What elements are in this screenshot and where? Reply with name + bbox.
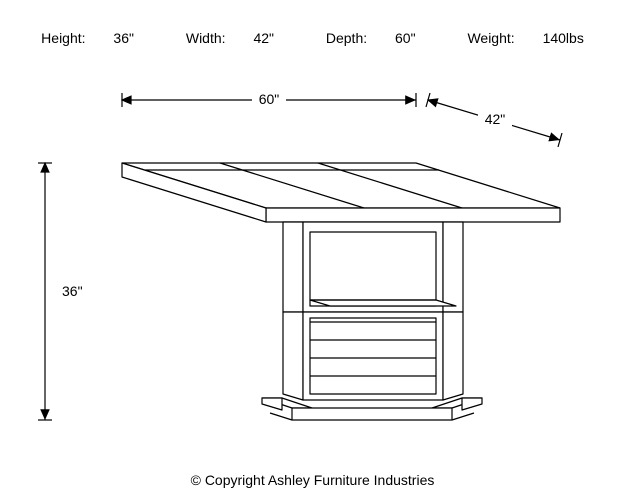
dim-height-group: 36" <box>38 163 83 420</box>
base-right-edge <box>452 413 474 420</box>
spec-weight: Weight: 140lbs <box>455 30 595 46</box>
diagram-svg: 36" 60" 42" <box>0 0 625 500</box>
tabletop-front-face <box>266 208 560 222</box>
dim-depth-group: 42" <box>426 93 562 147</box>
spec-row: Height: 36" Width: 42" Depth: 60" Weight… <box>0 30 625 46</box>
copyright-text: © Copyright Ashley Furniture Industries <box>0 472 625 488</box>
table-drawing <box>122 163 560 420</box>
spec-depth: Depth: 60" <box>314 30 432 46</box>
base-left-edge <box>270 413 292 420</box>
foot-left-side <box>262 398 282 410</box>
spec-weight-value: 140lbs <box>543 30 584 46</box>
cabinet-right-face <box>443 312 463 400</box>
spec-width-label: Width: <box>186 30 226 46</box>
dim-length-group: 60" <box>122 88 416 108</box>
cabinet-left-face <box>283 312 303 400</box>
spec-height-label: Height: <box>41 30 85 46</box>
dim-depth-label: 42" <box>485 111 506 127</box>
dim-length-label: 60" <box>259 91 280 107</box>
cabinet-front-face <box>303 312 443 400</box>
shelf-board <box>310 300 456 306</box>
spec-weight-label: Weight: <box>467 30 514 46</box>
spec-height: Height: 36" <box>29 30 150 46</box>
spec-height-value: 36" <box>113 30 134 46</box>
column-right-face <box>443 222 463 312</box>
spec-width-value: 42" <box>253 30 274 46</box>
foot-right-side <box>462 398 482 410</box>
spec-depth-label: Depth: <box>326 30 367 46</box>
dim-height-label: 36" <box>62 283 83 299</box>
shelf-cavity <box>310 232 436 306</box>
column-left-face <box>283 222 303 312</box>
spec-depth-value: 60" <box>395 30 416 46</box>
base-front-rail <box>292 408 452 420</box>
spec-width: Width: 42" <box>174 30 290 46</box>
